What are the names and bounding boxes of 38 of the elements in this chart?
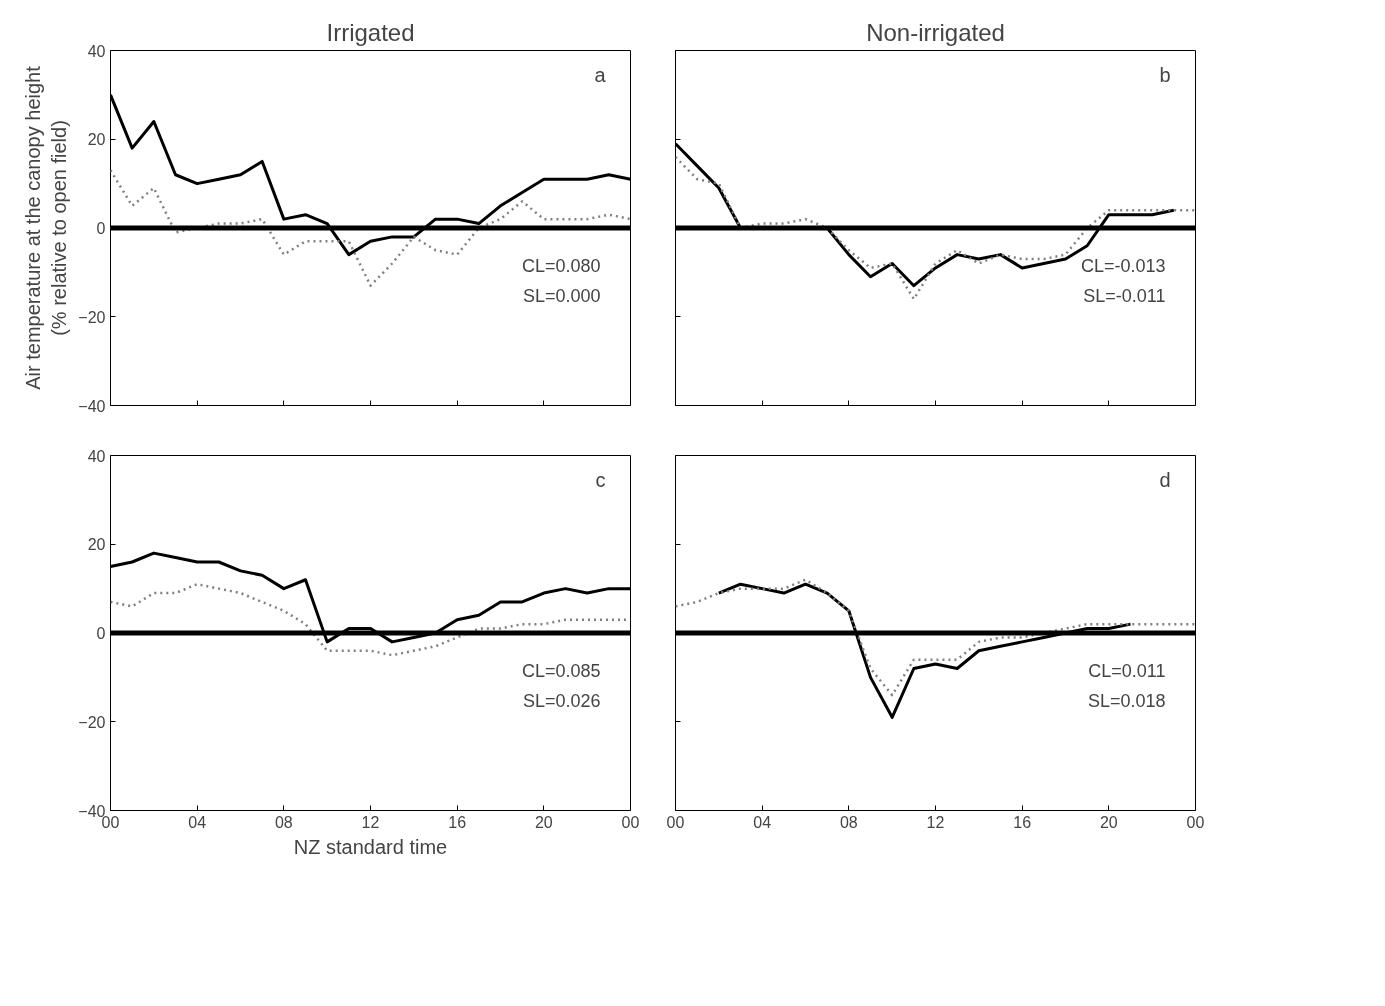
x-tick-label: 20 — [1099, 813, 1118, 831]
y-tick-label: 0 — [96, 625, 106, 642]
x-tick-label: 12 — [926, 813, 945, 831]
x-tick-label: 00 — [621, 813, 640, 831]
annotation: SL=0.000 — [522, 285, 601, 306]
x-tick-label: 08 — [839, 813, 858, 831]
x-tick-label: 12 — [361, 813, 380, 831]
y-tick-label: 0 — [96, 220, 106, 237]
y-tick-label: 40 — [87, 42, 106, 60]
y-tick-label: −20 — [78, 713, 106, 731]
x-axis-title: NZ standard time — [293, 835, 448, 858]
x-tick-label: 16 — [448, 813, 467, 831]
annotation: SL=0.026 — [522, 690, 601, 711]
y-tick-label: 40 — [87, 447, 106, 465]
x-tick-label: 16 — [1013, 813, 1032, 831]
annotation: CL=0.080 — [521, 255, 601, 276]
annotation: b — [1159, 63, 1171, 86]
x-tick-label: 00 — [666, 813, 685, 831]
annotation: SL=0.018 — [1087, 690, 1166, 711]
x-tick-label: 04 — [753, 813, 772, 831]
annotation: CL=0.011 — [1088, 660, 1166, 681]
x-tick-label: 08 — [274, 813, 293, 831]
y-tick-label: 20 — [87, 536, 106, 554]
y-axis-title: Air temperature at the canopy height (% relative to open field) — [21, 65, 71, 390]
chart-title: Irrigated — [326, 18, 415, 46]
y-tick-label: −20 — [78, 308, 106, 326]
annotation: d — [1159, 468, 1171, 491]
x-tick-label: 00 — [1186, 813, 1205, 831]
x-tick-label: 20 — [534, 813, 553, 831]
annotation: CL=0.085 — [521, 660, 601, 681]
annotation: c — [595, 468, 606, 491]
chart-title: Non-irrigated — [866, 18, 1005, 46]
x-tick-label: 04 — [188, 813, 207, 831]
y-tick-label: −40 — [78, 397, 106, 415]
annotation: CL=-0.013 — [1080, 255, 1166, 276]
y-tick-label: 20 — [87, 131, 106, 149]
annotation: SL=-0.011 — [1083, 285, 1166, 306]
annotation: a — [594, 63, 607, 86]
